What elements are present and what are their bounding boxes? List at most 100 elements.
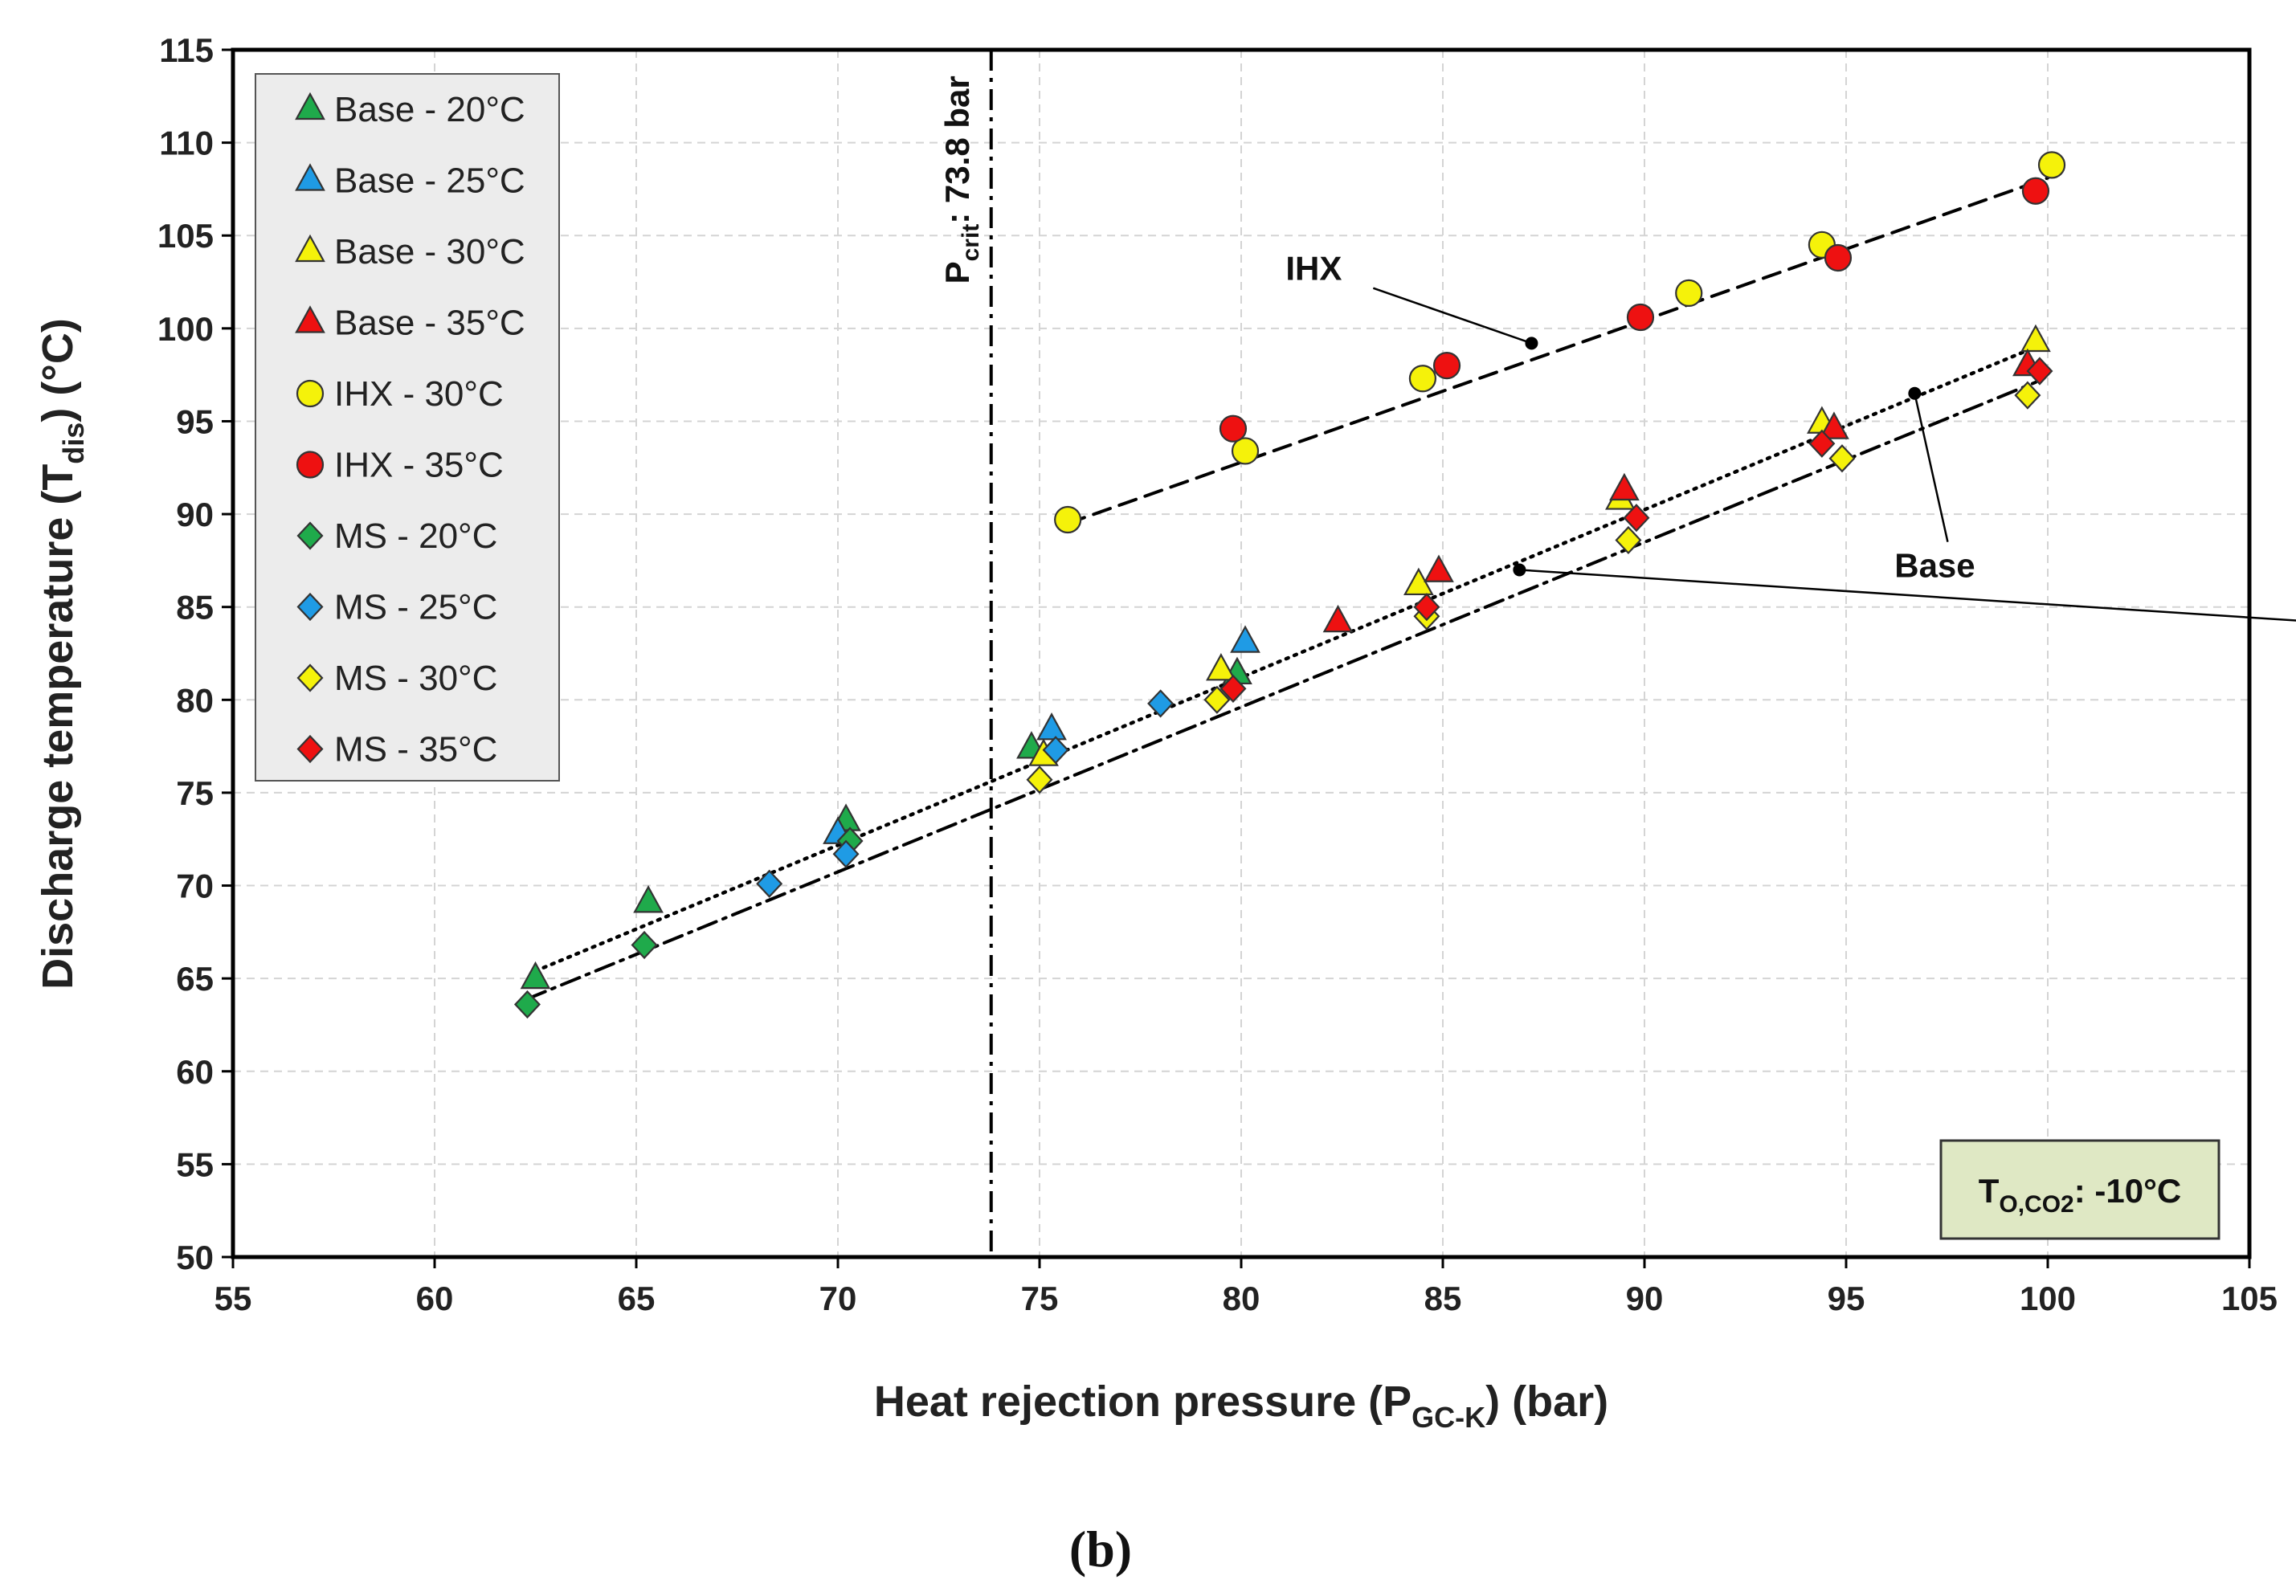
- condition-box: TO,CO2: -10°C: [1939, 1139, 2220, 1240]
- x-tick-label: 105: [2221, 1280, 2278, 1317]
- legend-label: Base - 35°C: [334, 304, 525, 343]
- point-base-35-c: [1424, 554, 1454, 582]
- y-tick-label: 50: [176, 1239, 214, 1276]
- y-tick-label: 90: [176, 496, 214, 533]
- y-axis-title: Discharge temperature (Tdis) (°C): [34, 318, 90, 990]
- pcrit-label-sub: crit: [958, 224, 984, 262]
- point-base-35-c: [1609, 472, 1640, 501]
- x-axis-title: Heat rejection pressure (PGC-K) (bar): [874, 1378, 1608, 1434]
- point-ms-35-c: [1808, 429, 1836, 458]
- x-tick-label: 90: [1626, 1280, 1664, 1317]
- legend-label: MS - 35°C: [334, 730, 497, 769]
- legend-marker: [296, 521, 324, 550]
- y-tick-label: 70: [176, 867, 214, 905]
- x-tick-label: 85: [1424, 1280, 1462, 1317]
- point-ms-30-c: [2014, 381, 2041, 410]
- point-ms-35-c: [2026, 357, 2053, 386]
- x-tick-label: 100: [2020, 1280, 2076, 1317]
- x-tick-label: 75: [1021, 1280, 1059, 1317]
- point-ms-30-c: [1615, 525, 1642, 555]
- point-base-25-c: [1036, 712, 1067, 741]
- x-tick-label: 95: [1828, 1280, 1865, 1317]
- point-base-35-c: [1322, 604, 1354, 633]
- point-ihx-35-c: [1824, 243, 1853, 272]
- legend-marker: [295, 92, 325, 120]
- point-ms-35-c: [1219, 674, 1247, 704]
- y-tick-label: 80: [176, 681, 214, 719]
- legend: Base - 20°C Base - 25°C Base - 30°C Base - …: [255, 73, 560, 782]
- legend-marker: [295, 163, 325, 191]
- legend-label: Base - 30°C: [334, 232, 525, 271]
- legend-marker: [296, 663, 324, 692]
- pcrit-reference: Pcrit: 73.8 bar: [938, 50, 993, 1257]
- figure-caption: (b): [1069, 1520, 1132, 1578]
- condition-box-sub: O,CO2: [1999, 1191, 2073, 1218]
- legend-box: [255, 73, 560, 782]
- y-axis-title-sub: dis: [57, 422, 90, 464]
- point-ms-25-c: [1147, 689, 1175, 718]
- point-ms-20-c: [631, 930, 658, 960]
- annotation-base: Base: [1894, 547, 1975, 585]
- point-ms-35-c: [1413, 593, 1440, 622]
- x-axis-title-tail: ) (bar): [1485, 1378, 1608, 1426]
- trendline-ihx: [1066, 176, 2049, 525]
- point-ihx-35-c: [2021, 177, 2050, 205]
- point-base-30-c: [2020, 324, 2051, 353]
- x-tick-label: 65: [618, 1280, 656, 1317]
- pcrit-label-tail: : 73.8 bar: [938, 76, 976, 223]
- legend-marker: [295, 234, 325, 263]
- point-ms-20-c: [513, 990, 541, 1019]
- point-ihx-30-c: [1231, 437, 1260, 465]
- y-axis-title-tail: ) (°C): [34, 318, 82, 422]
- point-base-20-c: [633, 885, 664, 913]
- point-ihx-35-c: [1432, 351, 1461, 380]
- annotation-leader-ms: [1519, 569, 2296, 622]
- point-ms-35-c: [1623, 504, 1650, 533]
- annotation-leader-base: [1914, 393, 1949, 542]
- point-base-20-c: [520, 961, 551, 990]
- grid: [233, 50, 2249, 1257]
- trendline-ms: [525, 380, 2037, 1001]
- pcrit-label: Pcrit: 73.8 bar: [938, 76, 984, 284]
- annotations: IHXMSBase: [1285, 250, 2296, 622]
- point-base-25-c: [1230, 625, 1260, 653]
- x-tick-label: 55: [214, 1280, 252, 1317]
- y-tick-label: 55: [176, 1145, 214, 1183]
- point-ms-30-c: [1828, 444, 1856, 473]
- point-ms-30-c: [1203, 685, 1231, 714]
- legend-label: IHX - 35°C: [334, 446, 504, 485]
- legend-marker: [296, 451, 325, 479]
- trendline-base: [533, 345, 2038, 974]
- point-ihx-30-c: [1408, 365, 1437, 393]
- x-tick-label: 70: [819, 1280, 857, 1317]
- x-tick-label: 80: [1223, 1280, 1260, 1317]
- y-tick-label: 65: [176, 960, 214, 998]
- axis-ticks: 55 60 65 70 75 80 85 90 95 100 1055055606570758085…: [157, 31, 2278, 1317]
- legend-label: Base - 25°C: [334, 161, 525, 201]
- annotation-dot-ms: [1513, 563, 1526, 577]
- y-tick-label: 75: [176, 774, 214, 812]
- trendlines: [525, 176, 2049, 1001]
- point-ms-30-c: [1026, 765, 1053, 794]
- legend-marker: [295, 305, 325, 333]
- point-ihx-30-c: [1054, 505, 1082, 534]
- y-tick-label: 105: [157, 217, 214, 255]
- legend-label: IHX - 30°C: [334, 374, 504, 414]
- annotation-dot-base: [1908, 386, 1922, 400]
- condition-box-tail: : -10°C: [2074, 1172, 2182, 1210]
- point-ihx-30-c: [2037, 151, 2066, 179]
- point-ms-25-c: [756, 869, 783, 898]
- point-ihx-35-c: [1626, 303, 1655, 332]
- x-axis-title-sub: GC-K: [1412, 1401, 1485, 1434]
- legend-label: Base - 20°C: [334, 90, 525, 129]
- y-tick-label: 100: [157, 310, 214, 348]
- legend-label: MS - 25°C: [334, 588, 497, 627]
- annotation-dot-ihx: [1525, 337, 1538, 350]
- annotation-ihx: IHX: [1285, 250, 1342, 288]
- legend-marker: [296, 592, 324, 622]
- point-ihx-35-c: [1219, 414, 1248, 443]
- y-tick-label: 110: [159, 124, 214, 162]
- legend-marker: [296, 379, 325, 408]
- point-ms-25-c: [832, 839, 860, 868]
